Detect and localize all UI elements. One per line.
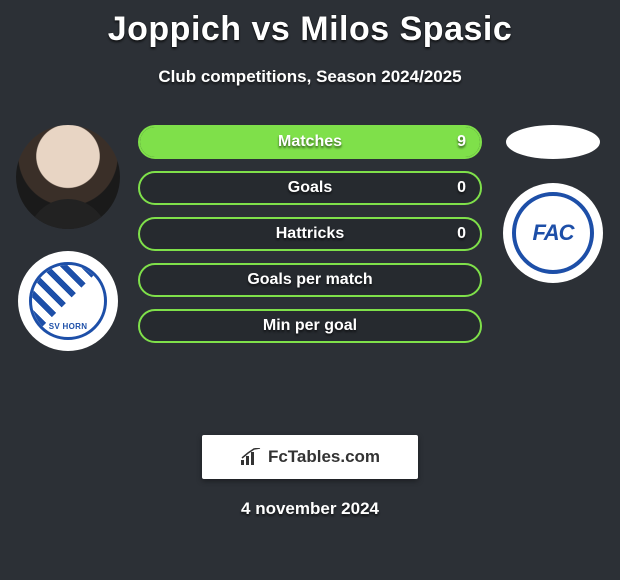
- left-club-badge: [18, 251, 118, 351]
- stat-bars: Matches9Goals0Hattricks0Goals per matchM…: [138, 125, 482, 355]
- stat-bar: Matches9: [138, 125, 482, 159]
- stat-bar: Goals per match: [138, 263, 482, 297]
- stat-bar-label: Goals: [140, 179, 480, 197]
- subtitle: Club competitions, Season 2024/2025: [0, 67, 620, 87]
- branding-badge[interactable]: FcTables.com: [202, 435, 418, 479]
- left-club-badge-inner: [29, 262, 107, 340]
- stat-bar: Min per goal: [138, 309, 482, 343]
- stat-bar-right-value: 0: [457, 179, 466, 197]
- stat-bar-right-value: 9: [457, 133, 466, 151]
- page-title: Joppich vs Milos Spasic: [0, 0, 620, 49]
- chart-icon: [240, 448, 262, 466]
- left-player-photo: [16, 125, 120, 229]
- stat-bar-label: Min per goal: [140, 317, 480, 335]
- branding-text: FcTables.com: [268, 447, 380, 467]
- date-label: 4 november 2024: [0, 499, 620, 519]
- stat-bar: Goals0: [138, 171, 482, 205]
- comparison-panel: FAC Matches9Goals0Hattricks0Goals per ma…: [0, 125, 620, 425]
- stat-bar-label: Goals per match: [140, 271, 480, 289]
- right-player-column: FAC: [498, 125, 608, 283]
- right-club-badge-inner: FAC: [512, 192, 594, 274]
- right-player-photo: [506, 125, 600, 159]
- left-player-column: [8, 125, 128, 351]
- right-club-text: FAC: [533, 220, 574, 246]
- stat-bar-right-value: 0: [457, 225, 466, 243]
- stat-bar: Hattricks0: [138, 217, 482, 251]
- stat-bar-label: Hattricks: [140, 225, 480, 243]
- right-club-badge: FAC: [503, 183, 603, 283]
- stat-bar-label: Matches: [140, 133, 480, 151]
